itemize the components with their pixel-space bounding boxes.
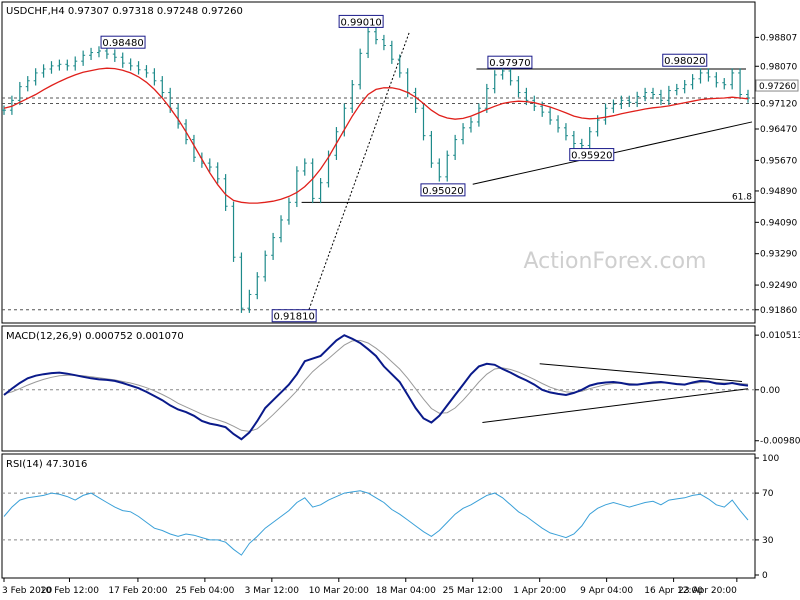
macd-support-line [482, 388, 749, 424]
price-tick-label-4: 0.95670 [760, 156, 797, 166]
time-tick-label-7: 25 Mar 12:00 [443, 586, 503, 596]
time-tick-label-11: 23 Apr 20:00 [678, 586, 737, 596]
price-panel: USDCHF,H4 0.97307 0.97318 0.97248 0.9726… [2, 6, 799, 323]
time-tick-label-10: 16 Apr 12:00 [644, 586, 703, 596]
annotation-box-2 [487, 55, 533, 69]
annotation-label-2: 0.97970 [489, 58, 530, 69]
rsi-tick-label-3: 0 [762, 571, 768, 581]
time-tick-label-9: 9 Apr 04:00 [580, 586, 633, 596]
time-tick-label-2: 17 Feb 20:00 [108, 586, 167, 596]
rsi-tick-label-0: 100 [762, 454, 779, 464]
rsi-line [3, 490, 749, 556]
time-tick-label-3: 25 Feb 04:00 [175, 586, 234, 596]
time-tick-label-8: 1 Apr 20:00 [513, 586, 566, 596]
price-panel-frame [1, 1, 756, 324]
fib-level-label: 61.8 [732, 192, 752, 202]
rsi-axis: 100 70 30 0 [755, 454, 779, 581]
current-price-box [755, 79, 799, 92]
macd-resistance-line [539, 363, 743, 382]
rsi-tick-label-1: 70 [762, 489, 774, 499]
time-tick-label-1: 10 Feb 12:00 [40, 586, 99, 596]
price-dashed-levels: 61.8 [2, 97, 755, 311]
rsi-panel-frame [1, 453, 756, 579]
price-tick-label-2: 0.97120 [760, 100, 797, 110]
macd-tick-label-0: 0.010513 [760, 331, 800, 341]
price-tick-label-0: 0.98807 [760, 33, 797, 43]
time-tick-label-6: 18 Mar 04:00 [376, 586, 436, 596]
annotation-label-6: 0.91810 [273, 312, 314, 323]
rsi-tick-label-2: 30 [762, 536, 774, 546]
price-tick-label-7: 0.93290 [760, 250, 797, 260]
macd-panel-frame [1, 325, 756, 452]
moving-average-line [3, 67, 749, 204]
annotation-label-5: 0.95020 [422, 186, 463, 197]
annotation-box-1 [338, 14, 384, 28]
price-axis: 0.98807 0.98070 0.97120 0.96470 0.95670 0.948… [755, 33, 799, 316]
current-price-label: 0.97260 [759, 82, 796, 92]
time-tick-label-5: 10 Mar 20:00 [309, 586, 369, 596]
annotation-label-0: 0.98480 [102, 38, 143, 49]
instrument-header: USDCHF,H4 0.97307 0.97318 0.97248 0.9726… [6, 6, 243, 17]
annotation-box-4 [569, 148, 615, 162]
annotation-label-1: 0.99010 [340, 17, 381, 28]
annotation-box-5 [420, 183, 466, 197]
price-tick-label-1: 0.98070 [760, 62, 797, 72]
price-tick-label-5: 0.94890 [760, 187, 797, 197]
macd-axis: 0.010513 0.00 -0.009804 [755, 331, 800, 447]
price-bars [2, 27, 750, 313]
annotation-label-3: 0.98020 [664, 56, 705, 67]
annotation-label-4: 0.95920 [571, 151, 612, 162]
annotation-box-6 [271, 309, 317, 323]
price-annotations: 0.98480 0.99010 0.97970 0.98020 0.95920 0.950… [100, 14, 708, 323]
price-tick-label-9: 0.91860 [760, 306, 797, 316]
macd-title: MACD(12,26,9) 0.000752 0.001070 [6, 331, 184, 342]
macd-trendlines [482, 363, 749, 424]
macd-panel: MACD(12,26,9) 0.000752 0.001070 0.010513… [2, 331, 800, 447]
annotation-box-3 [662, 53, 708, 67]
macd-tick-label-1: 0.00 [760, 386, 780, 396]
watermark: ActionForex.com [524, 249, 707, 274]
rsi-panel: RSI(14) 47.3016 100 70 30 0 [2, 454, 779, 581]
macd-tick-label-2: -0.009804 [760, 437, 800, 447]
macd-line [3, 334, 749, 441]
panel-frames [1, 1, 756, 579]
price-tick-label-8: 0.92490 [760, 281, 797, 291]
annotation-box-0 [100, 35, 146, 49]
price-tick-label-6: 0.94090 [760, 218, 797, 228]
time-tick-label-0: 3 Feb 2020 [2, 586, 53, 596]
rsi-title: RSI(14) 47.3016 [6, 459, 87, 470]
time-tick-label-4: 3 Mar 12:00 [245, 586, 300, 596]
rally-dotted-trendline [308, 31, 410, 310]
price-tick-label-3: 0.96470 [760, 125, 797, 135]
